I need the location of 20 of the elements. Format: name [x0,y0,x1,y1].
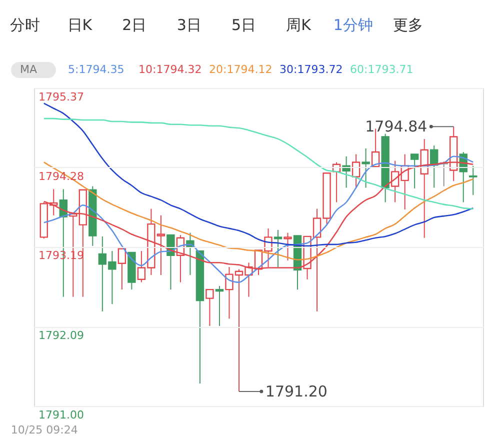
x-tick-label: 10/25 09:24 [10,424,78,436]
text: 周K [286,16,312,34]
text: 60:1793.71 [350,63,414,76]
y-tick-label: 1791.00 [38,408,84,422]
text: 3日 [176,16,202,34]
text: 日K [67,16,94,34]
text: 5日 [232,16,256,34]
annotation: 1791.20 [265,382,328,400]
y-tick-label: 1795.37 [38,90,84,104]
annotation: 1794.84 [365,118,428,136]
text: 20:1794.12 [209,63,272,76]
legend-title: MA [20,63,38,76]
text: 分时 [10,16,40,34]
text: 2日 [122,16,147,34]
text: 更多 [392,16,423,34]
text: 10:1794.32 [138,63,202,76]
text: 1分钟 [333,16,373,34]
text: 5:1794.35 [68,63,124,76]
text: 30:1793.72 [280,63,343,76]
y-tick-label: 1792.09 [38,329,84,342]
